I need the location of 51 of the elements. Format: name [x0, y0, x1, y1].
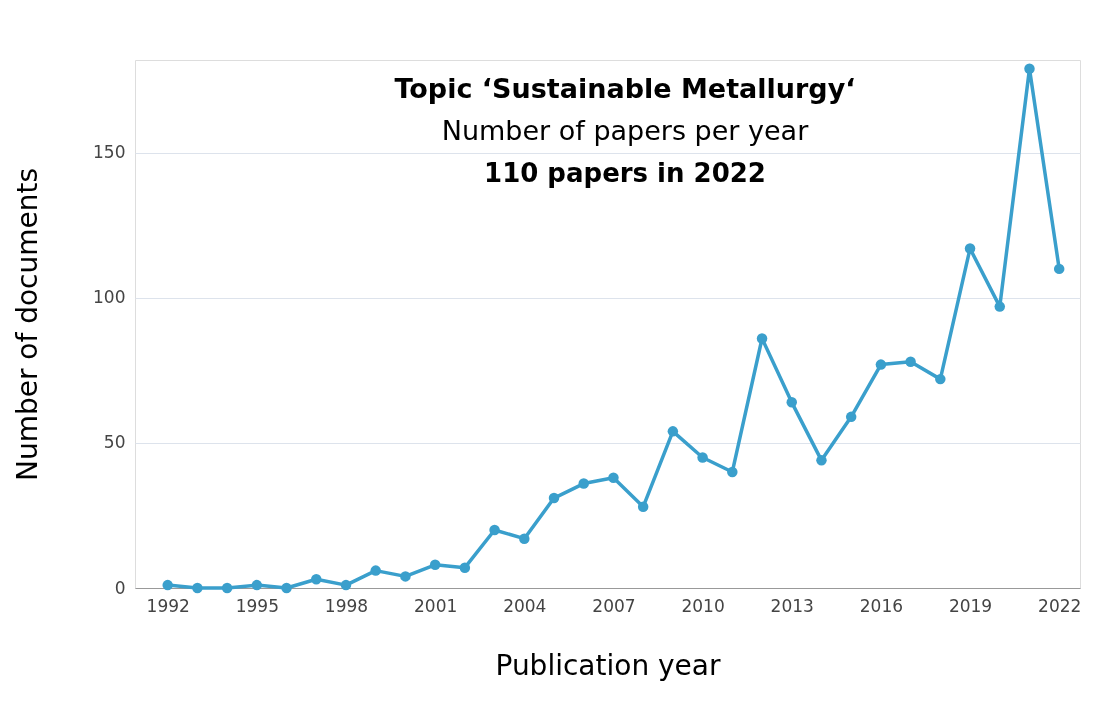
point: [370, 565, 381, 576]
point: [162, 579, 173, 591]
point: [727, 466, 738, 478]
point: [697, 452, 708, 463]
x-axis-title: Publication year: [495, 648, 721, 682]
point: [608, 472, 619, 483]
y-axis-title: Number of documents: [11, 167, 45, 482]
point: [905, 356, 916, 367]
point: [489, 524, 500, 536]
point: [786, 397, 797, 408]
point: [667, 426, 679, 437]
point: [340, 579, 352, 591]
point: [875, 359, 887, 370]
x-tick-label: 1992: [146, 595, 190, 616]
x-tick-label: 1995: [235, 595, 279, 616]
point: [964, 243, 976, 254]
point: [311, 574, 322, 585]
annotation: Topic ‘Sustainable Metallurgy‘: [394, 73, 856, 104]
point: [192, 582, 203, 594]
y-tick-label: 150: [93, 142, 126, 163]
annotation: 110 papers in 2022: [484, 158, 766, 188]
point: [519, 533, 530, 544]
point: [221, 582, 233, 594]
x-tick-label: 2016: [859, 595, 904, 616]
y-tick-label: 0: [114, 577, 126, 598]
y-tick-label: 100: [93, 287, 126, 308]
point: [281, 582, 292, 594]
point: [1024, 63, 1035, 74]
x-tick-label: 1998: [324, 595, 369, 616]
point: [459, 562, 471, 573]
point: [400, 571, 411, 582]
point: [756, 333, 768, 344]
x-tick-label: 2004: [503, 595, 547, 616]
y-tick-label: 50: [103, 432, 126, 453]
point: [994, 301, 1006, 312]
point: [429, 559, 441, 571]
x-tick-label: 2010: [681, 595, 725, 616]
point: [548, 492, 560, 504]
x-tick-label: 2022: [1038, 595, 1082, 616]
x-tick-label: 2013: [770, 595, 814, 616]
point: [637, 501, 649, 512]
point: [845, 411, 857, 423]
x-tick-label: 2019: [948, 595, 993, 616]
point: [816, 455, 827, 466]
point: [1053, 263, 1065, 275]
point: [251, 579, 263, 591]
point: [935, 373, 946, 385]
point: [578, 478, 589, 489]
annotation: Number of papers per year: [441, 115, 810, 146]
x-tick-label: 2007: [592, 595, 636, 616]
x-tick-label: 2001: [414, 595, 458, 616]
